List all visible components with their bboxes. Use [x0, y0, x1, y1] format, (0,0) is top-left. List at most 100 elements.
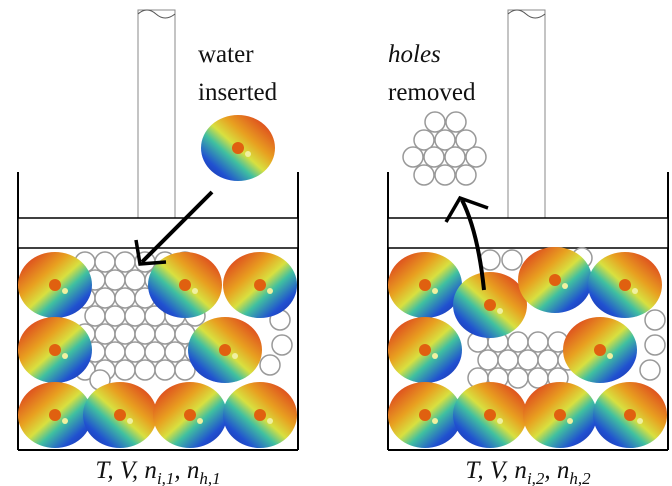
atom — [549, 274, 561, 286]
atom — [484, 299, 496, 311]
formula-part: , n — [174, 457, 199, 484]
hole — [260, 355, 280, 375]
hole — [645, 310, 665, 330]
hole — [272, 335, 292, 355]
atom — [624, 409, 636, 421]
atom — [554, 409, 566, 421]
hole — [508, 332, 528, 352]
atom — [419, 279, 431, 291]
atom — [245, 151, 251, 157]
atom — [567, 418, 573, 424]
rod — [508, 10, 545, 218]
hole — [95, 288, 115, 308]
formula-part: T, V, n — [95, 457, 157, 484]
hole — [640, 360, 660, 380]
hole — [135, 324, 155, 344]
label-line: removed — [388, 79, 476, 106]
hole — [155, 324, 175, 344]
hole — [645, 335, 665, 355]
hole — [115, 324, 135, 344]
atom — [62, 353, 68, 359]
hole — [466, 147, 486, 167]
hole — [95, 324, 115, 344]
formula-sub: h,1 — [199, 469, 220, 486]
hole — [115, 288, 135, 308]
atom — [114, 409, 126, 421]
label-line: water — [198, 41, 254, 68]
hole — [502, 250, 522, 270]
hole — [424, 147, 444, 167]
atom — [594, 344, 606, 356]
atom — [562, 283, 568, 289]
hole — [528, 332, 548, 352]
hole — [115, 360, 135, 380]
atom — [254, 279, 266, 291]
formula-sub: i,2 — [527, 469, 545, 486]
formula-part: , n — [544, 457, 569, 484]
hole — [125, 306, 145, 326]
hole — [518, 350, 538, 370]
atom — [484, 409, 496, 421]
formula: T, V, ni,1, nh,1 — [95, 457, 220, 486]
formula-sub: i,1 — [157, 469, 174, 486]
atom — [197, 418, 203, 424]
hole — [145, 342, 165, 362]
formula-part: T, V, n — [465, 457, 527, 484]
atom — [232, 142, 244, 154]
hole — [105, 342, 125, 362]
decoration — [18, 10, 668, 450]
atom — [219, 344, 231, 356]
atom — [232, 353, 238, 359]
atom — [49, 279, 61, 291]
atom — [62, 288, 68, 294]
hole — [445, 147, 465, 167]
hole — [425, 112, 445, 132]
label-line: holes — [388, 41, 441, 68]
atom — [49, 344, 61, 356]
hole — [478, 350, 498, 370]
atom — [267, 288, 273, 294]
atom — [49, 409, 61, 421]
hole — [95, 252, 115, 272]
hole — [115, 252, 135, 272]
hole — [508, 368, 528, 388]
atom — [619, 279, 631, 291]
hole — [456, 165, 476, 185]
page: water inserted T, V, ni,1, nh,1 holes re… — [0, 0, 672, 486]
hole — [155, 360, 175, 380]
hole — [538, 350, 558, 370]
hole — [165, 342, 185, 362]
atom — [419, 409, 431, 421]
atom — [607, 353, 613, 359]
hole — [125, 342, 145, 362]
atom — [432, 288, 438, 294]
atom — [62, 418, 68, 424]
atom — [432, 353, 438, 359]
atom — [432, 418, 438, 424]
diagram: water inserted T, V, ni,1, nh,1 holes re… — [0, 0, 672, 486]
hole — [414, 165, 434, 185]
formula-sub: h,2 — [569, 469, 591, 486]
atom — [267, 418, 273, 424]
atom — [419, 344, 431, 356]
hole — [105, 306, 125, 326]
hole — [498, 350, 518, 370]
rod — [138, 10, 175, 218]
hole — [446, 112, 466, 132]
atom — [497, 418, 503, 424]
atom — [127, 418, 133, 424]
atom — [497, 308, 503, 314]
atom — [192, 288, 198, 294]
atom — [254, 409, 266, 421]
hole — [85, 306, 105, 326]
label-line: inserted — [198, 79, 278, 106]
hole — [403, 147, 423, 167]
formula: T, V, ni,2, nh,2 — [465, 457, 591, 486]
atom — [632, 288, 638, 294]
hole — [435, 165, 455, 185]
atom — [637, 418, 643, 424]
atom — [179, 279, 191, 291]
hole — [135, 360, 155, 380]
hole — [125, 270, 145, 290]
hole — [105, 270, 125, 290]
